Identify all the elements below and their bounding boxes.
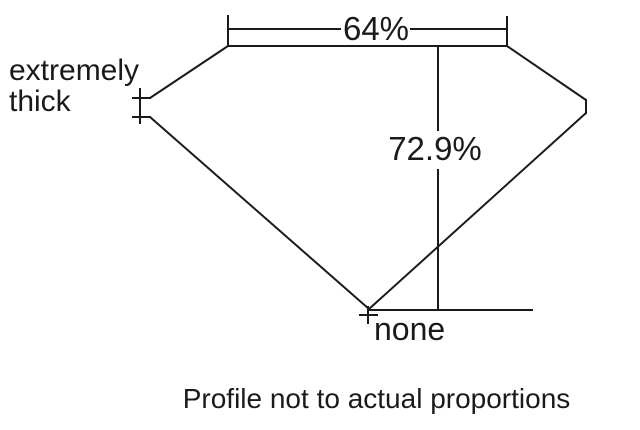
culet-size-label: none: [374, 311, 446, 347]
crown-facet-right-line: [506, 45, 587, 101]
total-depth-value: 72.9%: [385, 132, 485, 165]
girdle-thickness-label: extremely thick: [9, 54, 140, 118]
pavilion-facet-left-line: [149, 116, 370, 310]
table-width-value: 64%: [342, 10, 410, 47]
caption-text: Profile not to actual proportions: [182, 383, 571, 414]
crown-facet-left-line: [149, 45, 229, 99]
pavilion-facet-right-line: [368, 112, 587, 310]
